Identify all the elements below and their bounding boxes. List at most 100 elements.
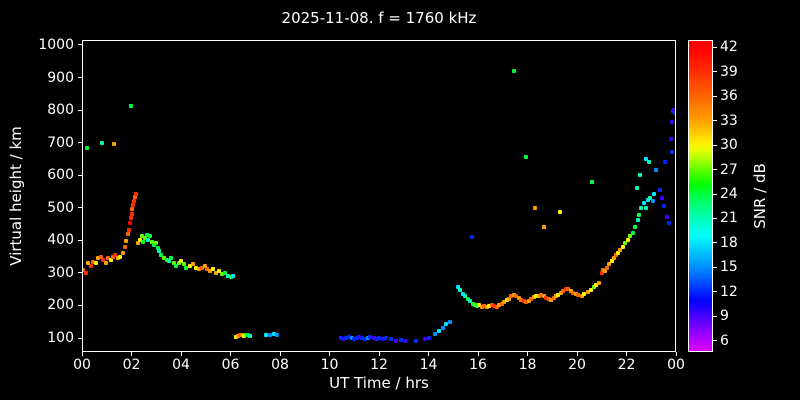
data-point <box>144 233 149 238</box>
colorbar <box>688 40 713 352</box>
x-tick-mark <box>527 352 528 356</box>
data-point <box>647 159 652 164</box>
data-point <box>475 304 479 309</box>
data-point <box>669 136 674 141</box>
data-point <box>247 333 252 338</box>
data-point <box>127 221 132 226</box>
x-tick-label: 06 <box>221 357 240 373</box>
data-point <box>568 288 573 293</box>
data-point <box>110 254 115 259</box>
data-point <box>504 298 509 303</box>
data-point <box>82 267 86 272</box>
colorbar-tick-mark <box>713 315 717 317</box>
colorbar-tick-label: 9 <box>720 308 729 325</box>
colorbar-tick-mark <box>713 71 717 73</box>
data-point <box>112 142 117 147</box>
data-point <box>643 206 648 211</box>
colorbar-tick-label: 33 <box>720 112 738 129</box>
data-point <box>558 291 563 296</box>
data-point <box>484 305 489 310</box>
colorbar-tick-label: 39 <box>720 63 738 80</box>
data-point <box>526 298 531 303</box>
data-point <box>541 294 546 299</box>
data-point <box>470 301 475 306</box>
data-point <box>377 336 381 340</box>
data-point <box>477 303 482 308</box>
x-tick-label: 00 <box>667 357 685 373</box>
data-point <box>275 332 279 337</box>
colorbar-tick-mark <box>713 242 717 244</box>
y-tick-label: 900 <box>47 69 74 86</box>
data-point <box>571 291 576 296</box>
data-point <box>544 295 549 300</box>
x-tick-mark <box>279 352 281 356</box>
colorbar-tick-mark <box>713 266 717 268</box>
colorbar-tick-label: 18 <box>720 234 738 251</box>
data-point <box>628 234 633 239</box>
data-point <box>118 254 123 259</box>
data-point <box>426 336 431 341</box>
data-point <box>669 120 674 125</box>
x-tick-mark <box>477 352 479 356</box>
data-point <box>83 270 88 275</box>
data-point <box>196 267 201 272</box>
data-point <box>349 336 354 340</box>
data-point <box>155 246 160 251</box>
data-point <box>633 224 638 229</box>
data-point <box>88 264 93 269</box>
colorbar-tick-mark <box>713 217 717 219</box>
colorbar-tick-label: 15 <box>720 259 738 276</box>
data-point <box>644 156 649 161</box>
data-point <box>660 195 665 200</box>
data-point <box>594 282 599 287</box>
data-point <box>357 335 362 340</box>
x-tick-label: 12 <box>370 357 388 373</box>
data-point <box>670 149 675 154</box>
data-point <box>463 294 468 299</box>
x-tick-label: 04 <box>172 357 190 373</box>
data-point <box>638 172 643 177</box>
scatter-points-layer <box>82 40 676 352</box>
data-point <box>132 194 137 199</box>
colorbar-tick-mark <box>713 120 717 122</box>
data-point <box>482 304 487 309</box>
data-point <box>650 198 655 203</box>
data-point <box>344 336 349 340</box>
data-point <box>128 216 133 221</box>
data-point <box>363 336 368 341</box>
data-point <box>93 261 98 266</box>
data-point <box>549 297 553 302</box>
data-point <box>637 212 642 217</box>
data-point <box>202 264 207 268</box>
data-point <box>130 207 135 211</box>
data-point <box>541 224 546 229</box>
data-point <box>561 289 566 294</box>
x-tick-label: 14 <box>419 357 438 373</box>
data-point <box>414 338 419 343</box>
colorbar-tick-label: 24 <box>720 186 738 202</box>
data-point <box>458 288 463 293</box>
data-point <box>506 296 511 301</box>
data-point <box>566 286 571 291</box>
data-point <box>113 252 118 257</box>
data-point <box>394 338 399 343</box>
data-point <box>368 335 373 340</box>
data-point <box>399 337 404 342</box>
data-point <box>529 296 534 301</box>
data-point <box>161 255 166 260</box>
x-tick-label: 20 <box>568 357 586 373</box>
data-point <box>187 264 192 268</box>
data-point <box>618 247 623 252</box>
data-point <box>597 280 602 285</box>
data-point <box>146 237 151 242</box>
data-point <box>509 294 514 299</box>
y-tick-mark <box>78 44 82 46</box>
data-point <box>176 260 181 265</box>
data-point <box>181 262 186 267</box>
data-point <box>557 210 562 215</box>
data-point <box>352 336 357 341</box>
data-point <box>662 159 667 164</box>
data-point <box>228 275 233 280</box>
data-point <box>211 267 216 272</box>
data-point <box>516 296 521 301</box>
